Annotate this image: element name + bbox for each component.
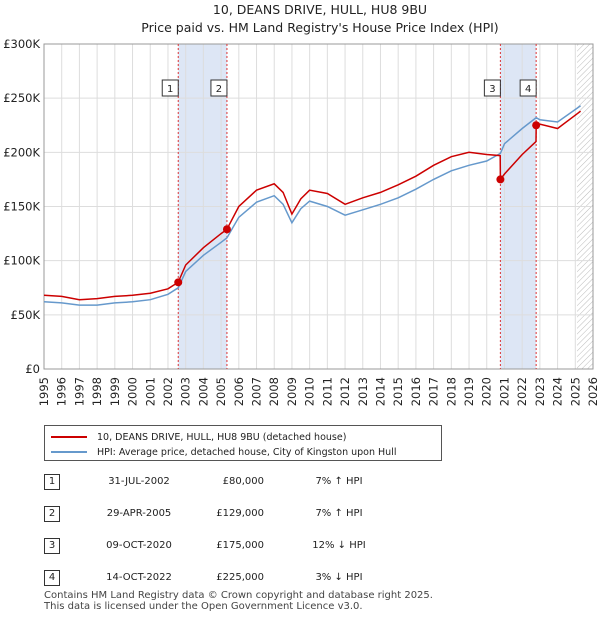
- sale-number-label: 3: [489, 84, 495, 95]
- attribution-footer: Contains HM Land Registry data © Crown c…: [44, 590, 433, 612]
- sale-point: [532, 121, 541, 130]
- row-date: 31-JUL-2002: [108, 476, 170, 487]
- legend-label-hpi: HPI: Average price, detached house, City…: [97, 446, 397, 458]
- row-date: 09-OCT-2020: [106, 540, 172, 551]
- sale-number-box: [161, 79, 179, 97]
- x-tick-label: 2014: [373, 377, 387, 406]
- y-tick-label: £50K: [11, 308, 41, 322]
- y-tick-label: £300K: [3, 37, 40, 51]
- footer-copyright: Contains HM Land Registry data © Crown c…: [44, 590, 433, 601]
- x-tick-label: 2003: [179, 377, 193, 406]
- x-tick-label: 2006: [232, 377, 246, 406]
- x-tick-label: 1998: [90, 377, 104, 406]
- x-tick-label: 2019: [462, 377, 476, 406]
- y-tick-label: £100K: [3, 254, 40, 268]
- row-number-badge: 4: [44, 570, 60, 586]
- x-tick-label: 2004: [196, 377, 210, 406]
- sale-number-label: 1: [167, 84, 173, 95]
- series-line-property: [43, 110, 582, 301]
- row-price: £225,000: [216, 572, 264, 583]
- row-price: £175,000: [216, 540, 264, 551]
- row-date: 14-OCT-2022: [106, 572, 172, 583]
- sale-number-box: [483, 79, 501, 97]
- y-tick-label: £150K: [3, 200, 40, 214]
- x-tick-label: 2018: [444, 377, 458, 406]
- y-tick-label: £0: [25, 362, 40, 376]
- legend-label-property: 10, DEANS DRIVE, HULL, HU8 9BU (detached…: [97, 431, 347, 443]
- x-tick-label: 2007: [250, 377, 264, 406]
- row-price: £129,000: [216, 508, 264, 519]
- row-number-badge: 2: [44, 506, 60, 522]
- legend-item-property: 10, DEANS DRIVE, HULL, HU8 9BU (detached…: [51, 430, 346, 444]
- row-price: £80,000: [222, 476, 264, 487]
- table-row: 2 29-APR-2005 £129,000 7% ↑ HPI: [44, 506, 444, 524]
- x-tick-label: 2012: [338, 377, 352, 406]
- x-tick-label: 2001: [143, 377, 157, 406]
- y-tick-label: £250K: [3, 91, 40, 105]
- x-tick-label: 2017: [427, 377, 441, 406]
- row-hpi-diff: 12% ↓ HPI: [312, 540, 366, 551]
- x-tick-label: 2024: [551, 377, 565, 406]
- sale-point: [174, 278, 183, 287]
- chart-legend: 10, DEANS DRIVE, HULL, HU8 9BU (detached…: [44, 425, 442, 461]
- row-number-badge: 3: [44, 538, 60, 554]
- x-tick-label: 2020: [480, 377, 494, 406]
- x-tick-label: 1995: [37, 377, 51, 406]
- x-tick-label: 2013: [356, 377, 370, 406]
- x-tick-label: 1997: [72, 377, 86, 406]
- x-tick-label: 2009: [285, 377, 299, 406]
- x-tick-label: 2008: [267, 377, 281, 406]
- x-tick-label: 2011: [320, 377, 334, 406]
- y-tick-label: £200K: [3, 145, 40, 159]
- table-row: 1 31-JUL-2002 £80,000 7% ↑ HPI: [44, 474, 444, 492]
- sale-point: [496, 175, 505, 184]
- row-date: 29-APR-2005: [106, 508, 172, 519]
- x-tick-label: 2002: [161, 377, 175, 406]
- x-tick-label: 1999: [108, 377, 122, 406]
- x-tick-label: 2025: [568, 377, 582, 406]
- x-tick-label: 2026: [586, 377, 600, 406]
- footer-licence: This data is licensed under the Open Gov…: [44, 601, 363, 612]
- legend-swatch-hpi: [51, 451, 87, 453]
- sale-number-box: [210, 79, 228, 97]
- sale-point: [222, 225, 231, 234]
- x-tick-label: 2000: [126, 377, 140, 406]
- x-tick-label: 1996: [55, 377, 69, 406]
- chart-title-line2: Price paid vs. HM Land Registry's House …: [141, 20, 498, 35]
- legend-swatch-property: [51, 436, 87, 438]
- chart-title-line1: 10, DEANS DRIVE, HULL, HU8 9BU: [213, 2, 427, 17]
- x-tick-label: 2022: [515, 377, 529, 406]
- x-tick-label: 2005: [214, 377, 228, 406]
- sale-number-label: 4: [525, 84, 531, 95]
- price-chart: 10, DEANS DRIVE, HULL, HU8 9BU Price pai…: [3, 2, 600, 406]
- row-hpi-diff: 7% ↑ HPI: [315, 476, 363, 487]
- x-tick-label: 2023: [533, 377, 547, 406]
- table-row: 4 14-OCT-2022 £225,000 3% ↓ HPI: [44, 570, 444, 588]
- table-row: 3 09-OCT-2020 £175,000 12% ↓ HPI: [44, 538, 444, 556]
- sale-number-label: 2: [216, 84, 222, 95]
- plot-frame: [43, 43, 594, 370]
- x-tick-label: 2016: [409, 377, 423, 406]
- x-tick-label: 2010: [303, 377, 317, 406]
- row-hpi-diff: 3% ↓ HPI: [315, 572, 363, 583]
- legend-item-hpi: HPI: Average price, detached house, City…: [51, 445, 396, 459]
- x-tick-label: 2015: [391, 377, 405, 406]
- series-line-hpi: [43, 105, 582, 306]
- x-tick-label: 2021: [497, 377, 511, 406]
- row-number-badge: 1: [44, 474, 60, 490]
- sale-number-box: [519, 79, 537, 97]
- row-hpi-diff: 7% ↑ HPI: [315, 508, 363, 519]
